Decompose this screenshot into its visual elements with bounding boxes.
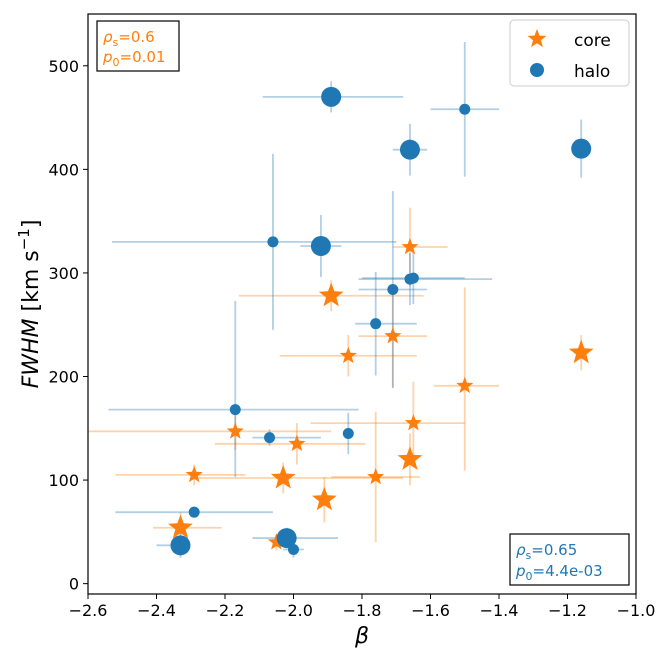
core-point xyxy=(226,422,244,439)
x-axis-label: β xyxy=(354,624,369,649)
core-point xyxy=(384,327,402,344)
halo-point xyxy=(387,284,399,295)
x-axis-ticks: −2.6 −2.4 −2.2 −2.0 −1.8 −1.6 −1.4 −1.2 −1.0 xyxy=(69,594,656,620)
y-tick-label: 100 xyxy=(48,471,79,490)
halo-point xyxy=(188,506,200,518)
core-p-value: =0.01 xyxy=(120,48,166,66)
core-point xyxy=(288,434,306,452)
core-p-symbol: p xyxy=(102,48,113,66)
core-point xyxy=(318,282,344,307)
y-axis-label: FWHM [km s−1] xyxy=(15,220,44,389)
x-tick-label: −1.6 xyxy=(411,601,450,620)
core-point xyxy=(267,533,285,550)
y-axis-label-italic: FWHM xyxy=(19,318,44,388)
y-axis-label-close: ] xyxy=(19,220,44,229)
x-tick-label: −2.2 xyxy=(206,601,245,620)
x-tick-label: −1.8 xyxy=(343,601,382,620)
core-point xyxy=(339,346,357,364)
core-point xyxy=(401,238,419,255)
x-tick-label: −2.4 xyxy=(137,601,176,620)
legend-core-marker xyxy=(527,29,547,48)
core-p-text: p0=0.01 xyxy=(102,48,166,69)
x-tick-label: −1.4 xyxy=(480,601,519,620)
halo-rho-text: ρs=0.65 xyxy=(516,541,577,562)
legend-halo-label: halo xyxy=(574,62,610,82)
core-point xyxy=(367,468,385,485)
y-axis-ticks: 0 100 200 300 400 500 xyxy=(48,57,88,594)
halo-point xyxy=(342,427,354,439)
legend-core-label: core xyxy=(574,31,611,51)
halo-point xyxy=(321,86,342,107)
y-tick-label: 0 xyxy=(69,575,79,594)
core-point xyxy=(397,446,423,470)
halo-point xyxy=(267,236,279,248)
halo-point xyxy=(288,543,299,555)
x-tick-label: −2.0 xyxy=(274,601,313,620)
y-axis-label-unit: [km s xyxy=(19,250,44,318)
core-point xyxy=(404,414,422,431)
halo-point xyxy=(407,272,419,284)
x-tick-label: −1.0 xyxy=(617,601,656,620)
halo-stats-box: ρs=0.65 p0=4.4e-03 xyxy=(509,533,630,586)
halo-rho-value: =0.65 xyxy=(531,541,577,559)
core-point xyxy=(568,339,594,364)
core-stats-frame xyxy=(96,20,180,72)
halo-point xyxy=(459,103,471,115)
halo-point xyxy=(399,139,420,160)
halo-p-text: p0=4.4e-03 xyxy=(515,562,603,583)
halo-point xyxy=(571,138,592,159)
core-p-sub: 0 xyxy=(113,56,120,69)
halo-point xyxy=(170,535,191,556)
x-tick-label: −1.2 xyxy=(548,601,587,620)
halo-point xyxy=(276,528,297,549)
legend: core halo xyxy=(509,19,630,87)
halo-stats-frame xyxy=(509,533,630,586)
core-point xyxy=(168,514,193,539)
x-tick-label: −2.6 xyxy=(69,601,108,620)
halo-p-sub: 0 xyxy=(526,570,533,583)
halo-p-value: =4.4e-03 xyxy=(533,562,603,580)
halo-point xyxy=(310,236,331,256)
y-tick-label: 400 xyxy=(48,160,79,179)
core-point xyxy=(185,465,203,483)
point-layer xyxy=(168,86,594,556)
plot-frame xyxy=(87,13,637,595)
halo-rho-sub: s xyxy=(526,549,532,562)
core-stats-box: ρs=0.6 p0=0.01 xyxy=(96,20,180,72)
core-point xyxy=(312,486,337,511)
halo-p-symbol: p xyxy=(515,562,526,580)
y-tick-label: 500 xyxy=(48,57,79,76)
legend-frame xyxy=(509,19,630,87)
core-point xyxy=(270,465,296,489)
core-rho-value: =0.6 xyxy=(118,28,154,46)
core-rho-symbol: ρ xyxy=(103,28,113,46)
y-axis-label-exp: −1 xyxy=(15,228,33,250)
halo-point xyxy=(264,432,276,444)
y-tick-label: 300 xyxy=(48,264,79,283)
halo-point xyxy=(229,404,241,416)
halo-point xyxy=(370,318,382,330)
legend-halo-marker xyxy=(530,63,544,77)
core-rho-text: ρs=0.6 xyxy=(103,28,155,49)
core-rho-sub: s xyxy=(113,36,119,49)
y-tick-label: 200 xyxy=(48,368,79,387)
halo-rho-symbol: ρ xyxy=(516,541,526,559)
core-point xyxy=(456,376,474,394)
